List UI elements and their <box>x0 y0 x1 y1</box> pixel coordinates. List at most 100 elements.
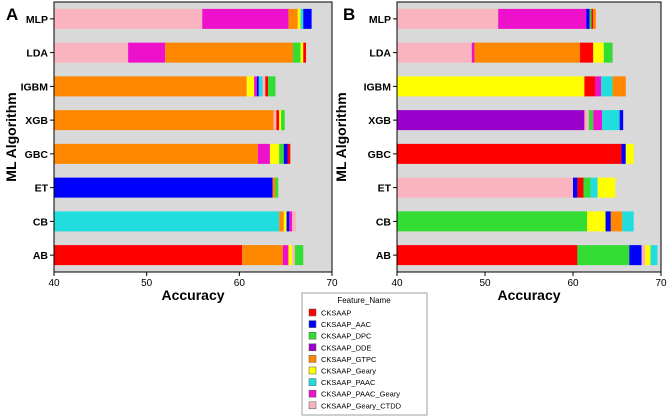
panel-a-bar-igbm-cksaap-gtpc <box>54 76 247 97</box>
panel-b-category-label: LDA <box>369 48 391 60</box>
panel-a-bar-igbm-cksaap-geary-ctdd <box>262 76 266 97</box>
panel-a-bar-lda-cksaap-geary <box>300 42 304 63</box>
panel-a-bar-mlp-cksaap-gtpc <box>288 8 298 29</box>
legend-label-cksaap: CKSAAP <box>321 309 351 318</box>
panel-a-bar-mlp-cksaap-geary-ctdd <box>54 8 203 29</box>
panel-a-bar-ab-cksaap-gtpc <box>242 245 283 266</box>
panel-b: B MLP LDA IGBM XGB GBC ET CB AB 40 50 60 70 Accura… <box>333 1 667 303</box>
legend-box <box>301 292 428 416</box>
legend-label-cksaap-paac-geary: CKSAAP_PAAC_Geary <box>321 390 400 399</box>
panel-b-x-axis-title: Accuracy <box>497 287 560 303</box>
panel-a-x-tick-label: 60 <box>234 278 246 289</box>
legend-swatch-cksaap-dpc <box>308 331 317 340</box>
panel-a-bar-ab-cksaap-dpc <box>294 245 304 266</box>
panel-a-bar-cb-cksaap-gtpc <box>279 211 284 232</box>
panel-a-bar-lda-cksaap-dpc <box>293 42 301 63</box>
panel-a-category-label: LDA <box>26 48 48 60</box>
panel-b-bar-ab-cksaap-dpc <box>577 245 630 266</box>
legend-label-cksaap-gtpc: CKSAAP_GTPC <box>321 355 377 364</box>
panel-a: A MLP LDA IGBM XGB GBC ET CB AB 40 50 60 70 Accura… <box>3 1 338 303</box>
panel-b-bar-lda-cksaap-gtpc <box>474 42 581 63</box>
panel-b-bar-mlp-cksaap <box>591 8 594 29</box>
panel-a-bar-gbc-cksaap-geary <box>269 143 280 164</box>
panel-b-category-label: XGB <box>368 115 391 127</box>
panel-a-bar-igbm-cksaap-dpc <box>268 76 276 97</box>
panel-a-bar-igbm-cksaap <box>265 76 269 97</box>
panel-b-x-tick-label: 40 <box>391 278 403 289</box>
panel-a-bar-xgb-cksaap-gtpc <box>54 110 274 131</box>
panel-b-plot-area <box>397 2 661 272</box>
panel-b-category-label: ET <box>378 183 392 195</box>
panel-a-bar-xgb-cksaap-dpc <box>281 110 285 131</box>
panel-a-bar-gbc-cksaap <box>287 143 291 164</box>
panel-a-x-tick-label: 40 <box>48 278 60 289</box>
panel-a-bar-ab-cksaap-paac-geary <box>282 245 289 266</box>
panel-b-frame <box>396 1 662 273</box>
panel-a-bar-xgb-cksaap-geary-ctdd <box>273 110 277 131</box>
panel-b-bar-et-cksaap-dpc <box>583 177 591 198</box>
panel-b-bar-xgb-cksaap-paac <box>602 110 620 131</box>
panel-a-bar-lda-cksaap-paac-geary <box>128 42 166 63</box>
panel-a-bar-mlp-cksaap-geary <box>297 8 301 29</box>
legend-swatch-cksaap-gtpc <box>308 355 317 363</box>
legend-swatch-cksaap-dde <box>308 343 317 352</box>
panel-a-category-label: CB <box>33 216 49 228</box>
panel-a-bar-gbc-cksaap-aac <box>283 143 288 164</box>
panel-b-bar-ab-cksaap-geary <box>645 245 651 266</box>
panel-b-bar-ab-cksaap-geary-ctdd <box>641 245 646 266</box>
legend-label-cksaap-dde: CKSAAP_DDE <box>321 343 371 352</box>
legend: Feature_Name CKSAAP CKSAAP_AAC CKSAAP_DPC C… <box>301 292 428 416</box>
panel-a-frame <box>53 1 333 273</box>
panel-b-bar-igbm-cksaap-paac-geary <box>595 76 602 97</box>
panel-b-bar-igbm-cksaap <box>584 76 595 97</box>
panel-b-bar-lda-cksaap-geary-ctdd <box>397 42 472 63</box>
legend-label-cksaap-dpc: CKSAAP_DPC <box>321 332 372 341</box>
panel-a-bar-gbc-cksaap-dpc <box>279 143 284 164</box>
panel-b-bar-mlp-cksaap-geary-ctdd <box>397 8 499 29</box>
panel-b-category-label: MLP <box>369 14 391 26</box>
panel-a-category-label: GBC <box>25 149 49 161</box>
panel-a-bar-lda-cksaap-gtpc <box>165 42 294 63</box>
panel-b-y-axis-title: ML Algorithm <box>333 92 349 181</box>
panel-b-bar-cb-cksaap-dpc <box>397 211 588 232</box>
panel-b-bar-gbc-cksaap-aac <box>621 143 626 164</box>
legend-swatch-cksaap-paac-geary <box>308 389 317 398</box>
panel-a-bar-ab-cksaap <box>54 245 243 266</box>
panel-b-bar-et-cksaap <box>577 177 584 198</box>
panel-a-bar-mlp-cksaap-paac-geary <box>202 8 289 29</box>
panel-b-bar-mlp-cksaap-dpc <box>589 8 592 29</box>
panel-a-letter: A <box>6 5 18 24</box>
panel-a-bar-lda-cksaap <box>303 42 307 63</box>
panel-b-bar-mlp-cksaap-paac-geary <box>498 8 587 29</box>
panel-a-y-axis-title: ML Algorithm <box>3 92 19 181</box>
legend-swatch-cksaap-geary <box>308 366 317 375</box>
legend-label-cksaap-geary-ctdd: CKSAAP_Geary_CTDD <box>321 401 402 410</box>
panel-a-category-label: IGBM <box>21 81 49 93</box>
legend-label-cksaap-paac: CKSAAP_PAAC <box>321 378 376 387</box>
panel-b-bar-mlp-cksaap-aac <box>586 8 590 29</box>
panel-b-bar-lda-cksaap-geary <box>593 42 604 63</box>
legend-swatch-cksaap-aac <box>308 320 317 328</box>
legend-swatch-cksaap <box>308 308 317 317</box>
panel-a-bar-gbc-cksaap-gtpc <box>54 143 258 164</box>
panel-b-x-tick-label: 60 <box>567 278 579 289</box>
panel-b-bar-et-cksaap-paac <box>590 177 598 198</box>
legend-swatch-cksaap-geary-ctdd <box>308 401 317 410</box>
panel-b-bar-cb-cksaap-aac <box>605 211 611 232</box>
panel-b-bar-lda-cksaap-dpc <box>603 42 613 63</box>
panel-b-bar-cb-cksaap-geary <box>587 211 606 232</box>
panel-a-bar-cb-cksaap-geary-ctdd <box>292 211 296 232</box>
panel-a-bar-cb-cksaap-aac <box>286 211 290 232</box>
panel-b-letter: B <box>343 5 355 24</box>
panel-a-x-axis-title: Accuracy <box>161 287 224 303</box>
panel-a-category-label: XGB <box>25 115 48 127</box>
panel-b-bar-cb-cksaap-paac <box>622 211 634 232</box>
panel-a-bar-cb-cksaap-geary <box>283 211 287 232</box>
panel-a-bar-et-cksaap-dpc <box>275 177 279 198</box>
panel-a-bar-igbm-cksaap-paac-geary <box>254 76 257 97</box>
panel-b-bar-ab-cksaap-aac <box>629 245 642 266</box>
panel-b-bar-xgb-cksaap-aac <box>619 110 624 131</box>
panel-a-bar-igbm-cksaap-geary <box>246 76 255 97</box>
legend-title: Feature_Name <box>337 296 391 305</box>
